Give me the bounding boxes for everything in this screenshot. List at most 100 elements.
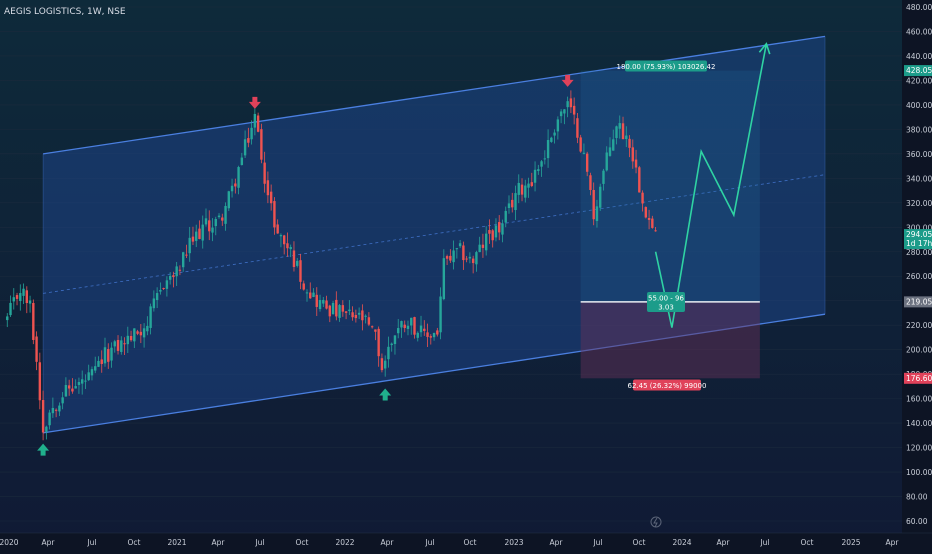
candle-body	[517, 182, 520, 195]
candle-body	[449, 255, 452, 261]
candle-body	[168, 275, 172, 280]
candle-body	[426, 332, 429, 337]
candle	[54, 408, 58, 418]
candle-body	[651, 218, 654, 228]
stop-price-tag[interactable]: 176.60	[904, 372, 932, 384]
candle-body	[576, 118, 579, 138]
price-axis[interactable]: 480.00 460.00 440.00 420.00 400.00 380.00 360.…	[902, 0, 932, 550]
candle	[338, 304, 341, 322]
replay-icon[interactable]	[650, 516, 662, 528]
candle	[208, 210, 211, 241]
candle	[527, 177, 530, 198]
candle	[64, 377, 68, 397]
up-arrow-icon[interactable]	[379, 388, 392, 401]
candle	[185, 244, 188, 259]
candle	[286, 232, 289, 257]
candle-body	[309, 292, 312, 299]
candle-body	[253, 113, 257, 128]
candle	[628, 135, 631, 158]
candle-body	[289, 247, 292, 250]
candle-body	[191, 236, 195, 242]
candle	[38, 352, 42, 410]
candle	[214, 216, 217, 236]
candle	[595, 199, 599, 228]
candle	[165, 276, 169, 297]
candle-body	[243, 139, 247, 156]
candle-body	[45, 426, 48, 432]
candle-body	[260, 129, 263, 160]
candle	[260, 123, 263, 164]
long-position-tool[interactable]	[580, 70, 760, 379]
candle-body	[178, 269, 182, 271]
candle-body	[302, 283, 305, 290]
candle-body	[618, 123, 621, 129]
candle	[289, 244, 292, 258]
candle	[475, 250, 478, 272]
down-arrow-icon[interactable]	[561, 74, 574, 87]
candle	[579, 134, 582, 153]
time-tick: Jul	[424, 538, 434, 547]
candle-body	[471, 258, 475, 264]
up-arrow-icon[interactable]	[37, 443, 50, 456]
candle	[315, 287, 318, 316]
down-arrow-icon[interactable]	[248, 96, 261, 109]
candle	[397, 319, 400, 339]
candle-body	[77, 382, 81, 385]
candle-body	[224, 205, 227, 224]
stop-price-tag-bg	[904, 372, 932, 384]
candle	[51, 397, 55, 418]
candle	[41, 390, 45, 441]
candle-body	[325, 300, 328, 309]
candle-body	[64, 385, 68, 397]
channel-upper-line[interactable]	[42, 35, 826, 155]
candle-body	[97, 360, 100, 367]
candle-body	[103, 347, 107, 364]
candle-body	[94, 366, 97, 371]
target-zone[interactable]	[580, 70, 760, 302]
upper-price-tag[interactable]: 428.05	[904, 65, 932, 77]
candle-body	[628, 138, 631, 148]
time-axis[interactable]: 2020 Apr Jul Oct 2021 Apr Jul Oct 2022 Apr Jul Oct 2…	[0, 532, 932, 550]
candle-body	[403, 324, 406, 328]
candle	[481, 233, 485, 258]
candle-body	[292, 250, 296, 267]
target-label-text: 180.00 (75.93%) 103026.42	[617, 63, 716, 71]
candle	[654, 227, 657, 232]
candle-body	[416, 332, 419, 338]
candle-body	[247, 138, 250, 143]
candle	[602, 168, 605, 191]
candle-body	[341, 305, 345, 312]
entry-price-tag[interactable]: 219.05	[904, 296, 932, 308]
candle	[318, 294, 322, 312]
candle	[608, 137, 612, 157]
candle	[559, 109, 563, 124]
candle	[572, 97, 576, 125]
candle	[152, 290, 156, 312]
candle-body	[305, 292, 309, 294]
time-tick: 2023	[504, 538, 523, 547]
candle	[139, 323, 143, 344]
price-tick: 260.00	[906, 272, 932, 281]
candle-body	[592, 189, 595, 220]
candle-body	[491, 230, 494, 241]
candle-body	[507, 203, 511, 208]
channel-lower-line[interactable]	[42, 313, 826, 434]
pivot-markers[interactable]	[37, 74, 574, 456]
candle	[517, 174, 520, 204]
candle	[504, 206, 507, 228]
stop-zone[interactable]	[580, 301, 760, 379]
stop-label: 62.45 (26.32%) 99000	[628, 379, 706, 391]
candle-body	[217, 215, 221, 218]
candle-body	[569, 98, 573, 108]
candle	[400, 320, 403, 338]
candle	[419, 315, 423, 337]
candle	[181, 251, 185, 272]
candle	[188, 226, 191, 262]
candle	[589, 172, 592, 196]
candle	[576, 112, 579, 144]
candle	[240, 152, 244, 166]
candle	[644, 206, 648, 219]
projection-arrowhead[interactable]	[758, 42, 771, 55]
